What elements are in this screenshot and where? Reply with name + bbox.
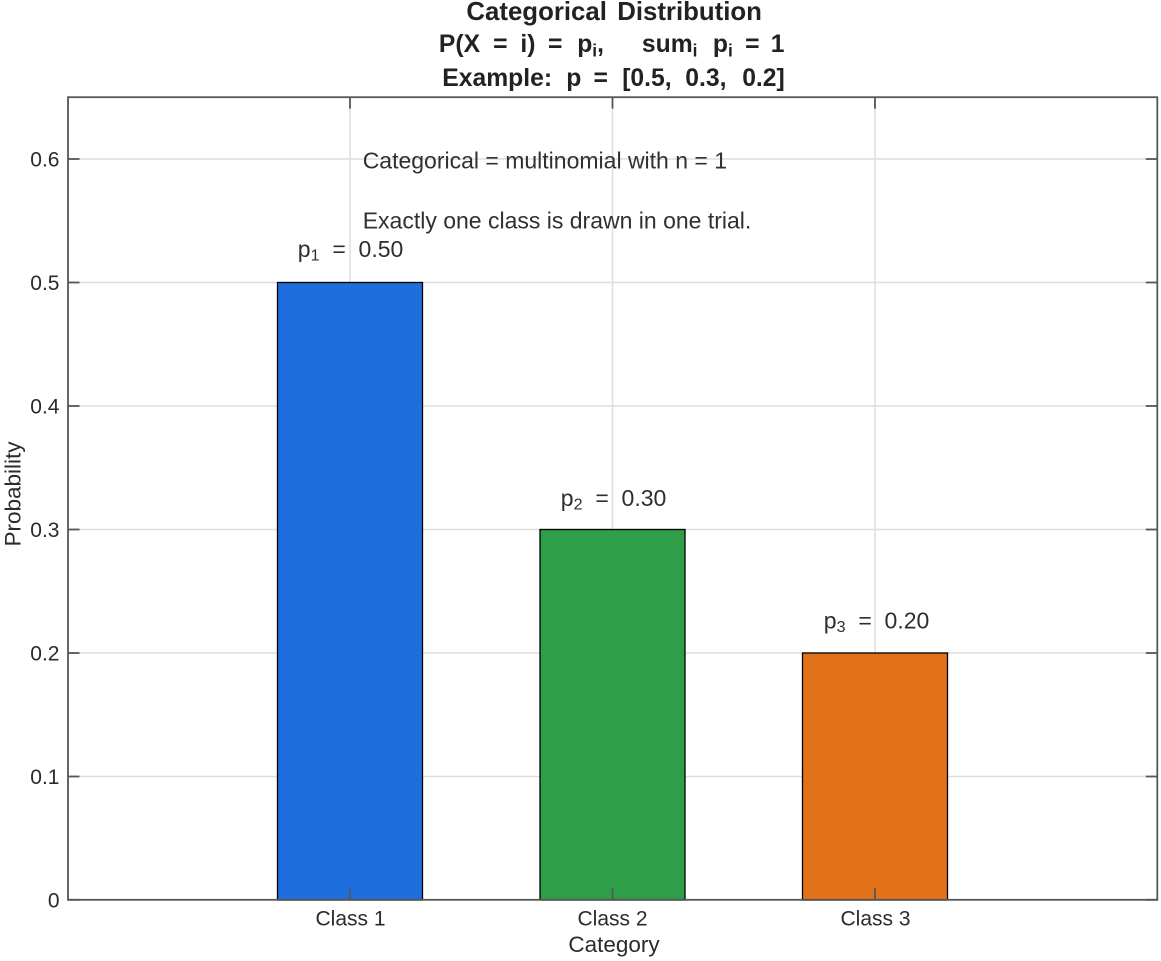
svg-text:Example:p=[0.5,0.3,0.2]: Example: p = [0.5, 0.3, 0.2] — [442, 65, 784, 92]
svg-text:0.2: 0.2 — [30, 643, 59, 666]
svg-text:0.5: 0.5 — [30, 272, 59, 295]
svg-text:Category: Category — [568, 932, 660, 957]
svg-text:Class 1: Class 1 — [315, 908, 385, 931]
svg-text:0.6: 0.6 — [30, 149, 59, 172]
svg-text:Class 3: Class 3 — [840, 908, 910, 931]
svg-text:0.4: 0.4 — [30, 396, 60, 419]
svg-text:Categorical = multinomial with: Categorical = multinomial with n = 1 — [363, 148, 727, 174]
svg-text:0: 0 — [48, 890, 60, 913]
svg-text:p2 = 0.30: p2 = 0.30 — [561, 485, 667, 514]
svg-text:Exactly one class is drawn in: Exactly one class is drawn in one trial. — [363, 208, 752, 234]
svg-text:p3 = 0.20: p3 = 0.20 — [824, 608, 930, 637]
svg-text:p1 = 0.50: p1 = 0.50 — [298, 236, 404, 265]
svg-text:Distribution: Distribution — [617, 0, 762, 26]
svg-text:Categorical: Categorical — [466, 0, 607, 26]
svg-text:0.3: 0.3 — [30, 519, 59, 542]
svg-text:0.1: 0.1 — [30, 766, 59, 789]
svg-text:Probability: Probability — [1, 441, 26, 547]
svg-text:Class 2: Class 2 — [577, 908, 647, 931]
